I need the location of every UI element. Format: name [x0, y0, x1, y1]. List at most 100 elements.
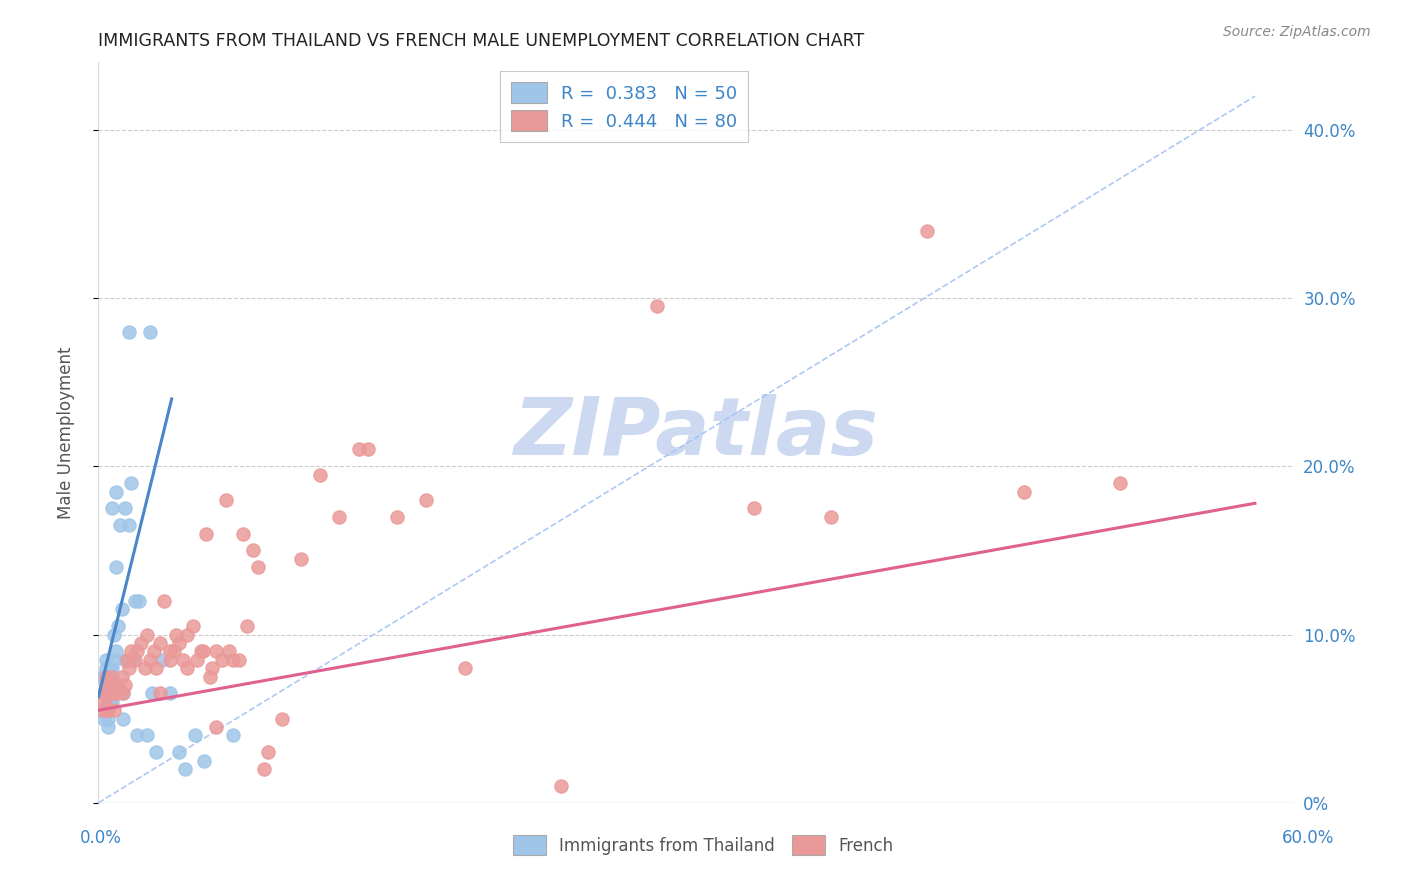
Point: [139, 325, 162, 339]
Point: [93, 686, 115, 700]
Point: [124, 594, 146, 608]
Point: [357, 442, 380, 457]
Point: [190, 644, 212, 658]
Point: [820, 509, 842, 524]
Point: [253, 762, 276, 776]
Point: [103, 653, 125, 667]
Point: [150, 653, 173, 667]
Point: [93, 695, 115, 709]
Point: [328, 509, 350, 524]
Point: [98, 661, 121, 675]
Point: [97, 720, 120, 734]
Point: [176, 661, 198, 675]
Point: [145, 661, 167, 675]
Point: [242, 543, 264, 558]
Y-axis label: Male Unemployment: Male Unemployment: [56, 346, 75, 519]
Point: [647, 300, 669, 314]
Point: [98, 678, 121, 692]
Point: [181, 619, 204, 633]
Point: [117, 653, 139, 667]
Point: [101, 670, 124, 684]
Point: [101, 678, 124, 692]
Point: [257, 745, 280, 759]
Point: [97, 712, 120, 726]
Point: [134, 661, 156, 675]
Point: [139, 653, 162, 667]
Point: [145, 745, 167, 759]
Point: [108, 518, 131, 533]
Point: [205, 720, 228, 734]
Point: [101, 686, 124, 700]
Point: [91, 703, 114, 717]
Point: [103, 703, 125, 717]
Point: [135, 627, 157, 641]
Point: [191, 644, 214, 658]
Point: [141, 686, 163, 700]
Point: [125, 644, 148, 658]
Text: 60.0%: 60.0%: [1281, 829, 1334, 847]
Point: [172, 653, 194, 667]
Text: 0.0%: 0.0%: [80, 829, 122, 847]
Point: [93, 712, 115, 726]
Point: [205, 644, 228, 658]
Point: [97, 703, 120, 717]
Point: [91, 670, 114, 684]
Point: [120, 644, 142, 658]
Point: [200, 670, 222, 684]
Point: [143, 644, 166, 658]
Point: [101, 501, 124, 516]
Point: [94, 678, 117, 692]
Point: [174, 762, 197, 776]
Point: [201, 661, 224, 675]
Point: [347, 442, 370, 457]
Point: [114, 678, 136, 692]
Point: [98, 695, 121, 709]
Point: [104, 644, 127, 658]
Point: [97, 695, 120, 709]
Point: [149, 686, 172, 700]
Point: [193, 754, 215, 768]
Point: [159, 686, 181, 700]
Point: [107, 686, 129, 700]
Point: [385, 509, 409, 524]
Point: [97, 686, 120, 700]
Point: [112, 686, 135, 700]
Point: [1012, 484, 1035, 499]
Point: [159, 644, 181, 658]
Point: [218, 644, 240, 658]
Point: [211, 653, 233, 667]
Point: [107, 619, 129, 633]
Point: [114, 501, 136, 516]
Point: [453, 661, 475, 675]
Point: [159, 653, 181, 667]
Point: [125, 729, 148, 743]
Point: [94, 678, 117, 692]
Point: [98, 686, 121, 700]
Point: [94, 686, 117, 700]
Point: [124, 653, 146, 667]
Text: Source: ZipAtlas.com: Source: ZipAtlas.com: [1223, 25, 1371, 39]
Point: [103, 686, 125, 700]
Point: [110, 602, 132, 616]
Point: [742, 501, 765, 516]
Point: [214, 492, 236, 507]
Point: [97, 703, 120, 717]
Point: [110, 670, 132, 684]
Point: [135, 729, 157, 743]
Point: [149, 636, 172, 650]
Point: [98, 695, 121, 709]
Point: [112, 686, 135, 700]
Point: [169, 745, 191, 759]
Point: [415, 492, 437, 507]
Point: [270, 712, 292, 726]
Point: [128, 594, 150, 608]
Point: [169, 636, 191, 650]
Point: [162, 644, 184, 658]
Point: [98, 686, 121, 700]
Point: [107, 678, 129, 692]
Point: [153, 594, 176, 608]
Point: [129, 636, 152, 650]
Point: [94, 703, 117, 717]
Point: [222, 653, 245, 667]
Point: [917, 224, 939, 238]
